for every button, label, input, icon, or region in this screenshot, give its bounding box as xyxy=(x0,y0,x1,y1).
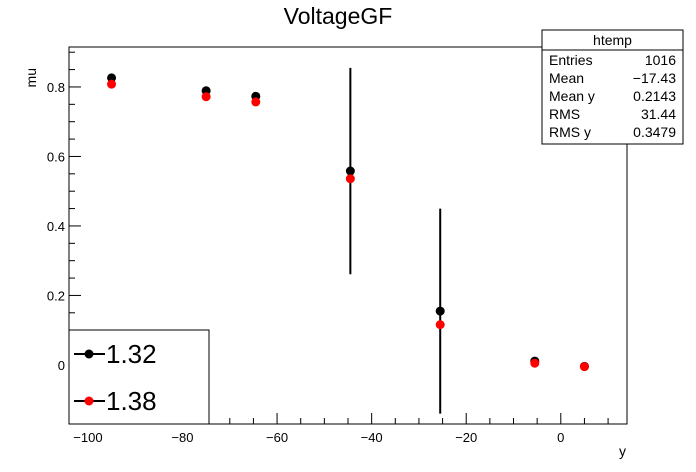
x-tick-label: −80 xyxy=(171,430,193,445)
stats-row-label: Entries xyxy=(549,52,593,68)
legend-marker xyxy=(84,396,94,406)
stats-box-title: htemp xyxy=(593,32,632,48)
data-point xyxy=(201,92,211,102)
stats-row-label: RMS y xyxy=(549,124,591,140)
stats-row-value: 31.44 xyxy=(641,106,676,122)
x-tick-label: −20 xyxy=(455,430,477,445)
x-tick-label: −40 xyxy=(361,430,383,445)
data-point xyxy=(251,97,261,107)
data-point xyxy=(345,174,355,184)
data-point xyxy=(107,73,117,83)
chart-title: VoltageGF xyxy=(284,3,393,29)
legend-label: 1.32 xyxy=(106,339,157,369)
data-point xyxy=(345,166,355,176)
legend-box xyxy=(68,329,210,425)
data-point xyxy=(579,362,589,372)
y-tick-label: 0.2 xyxy=(47,288,65,303)
legend-label: 1.38 xyxy=(106,386,157,416)
data-point xyxy=(107,79,117,89)
data-point xyxy=(530,358,540,368)
stats-row-value: 0.3479 xyxy=(633,124,676,140)
legend: 1.32 1.38 xyxy=(68,329,210,425)
stats-row-value: 0.2143 xyxy=(633,88,676,104)
x-tick-label: −60 xyxy=(266,430,288,445)
stats-row-label: RMS xyxy=(549,106,580,122)
stats-row-label: Mean xyxy=(549,70,584,86)
data-points xyxy=(107,67,589,414)
stats-row-label: Mean y xyxy=(549,88,595,104)
axes: −100 −80 −60 −40 −20 0 0 0.2 0.4 0.6 0.8 xyxy=(47,51,609,445)
data-point xyxy=(435,320,445,330)
x-tick-label: 0 xyxy=(557,430,564,445)
legend-marker xyxy=(84,349,94,359)
stats-box-frame xyxy=(541,29,684,145)
stats-row-value: −17.43 xyxy=(633,70,676,86)
stats-row-value: 1016 xyxy=(645,52,676,68)
data-point xyxy=(435,306,445,316)
y-axis-label: mu xyxy=(23,68,39,87)
x-tick-label: −100 xyxy=(73,430,102,445)
y-tick-label: 0.6 xyxy=(47,149,65,164)
y-tick-label: 0.8 xyxy=(47,80,65,95)
y-tick-label: 0 xyxy=(58,358,65,373)
y-tick-label: 0.4 xyxy=(47,219,65,234)
x-axis-label: y xyxy=(619,443,626,459)
